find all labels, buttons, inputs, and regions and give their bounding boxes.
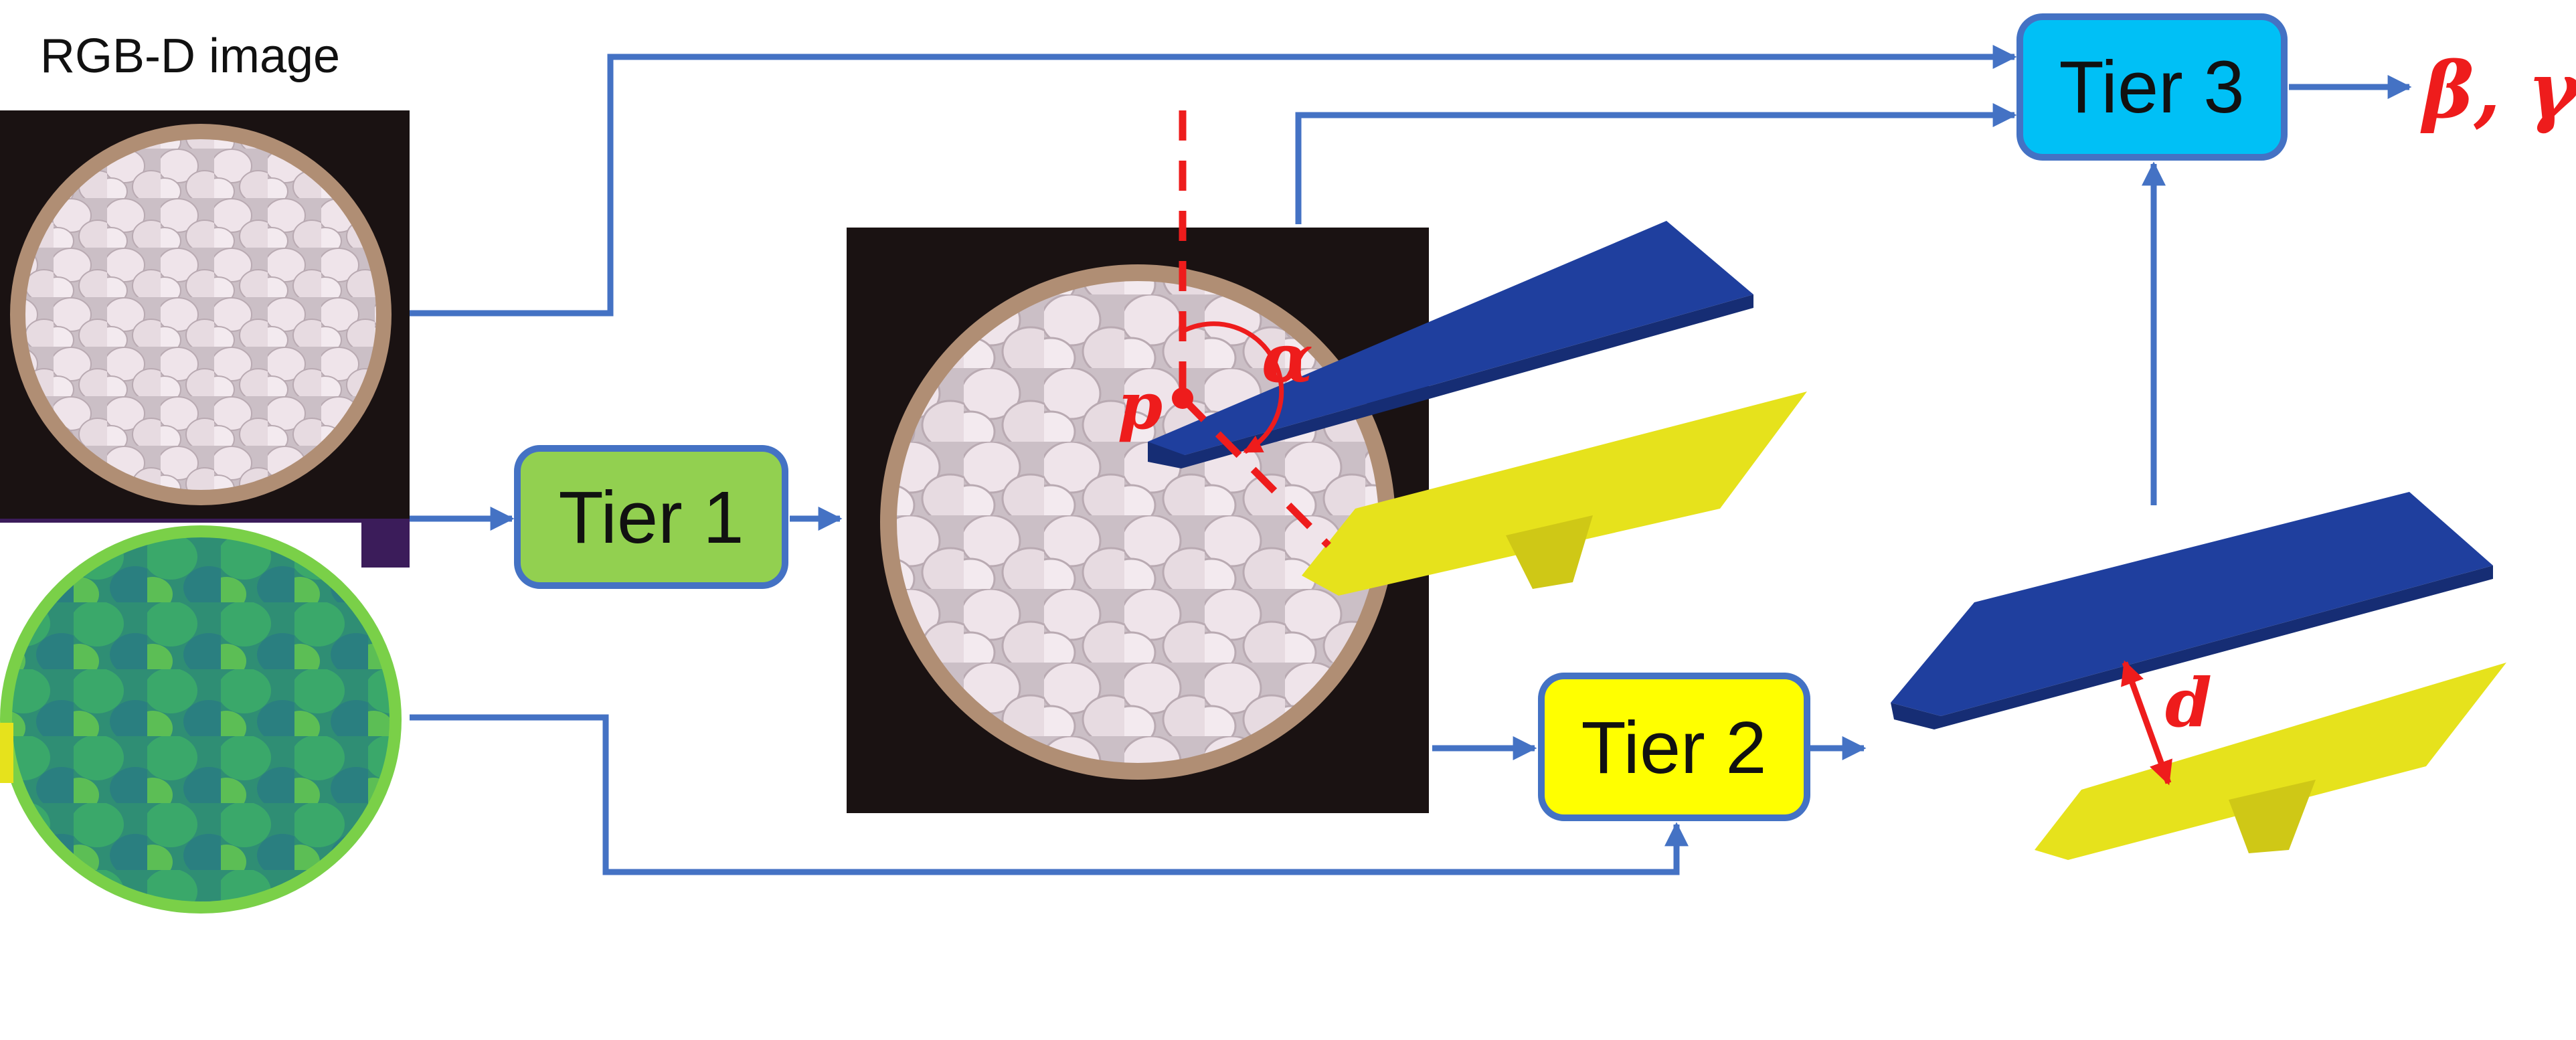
depth-image [0, 519, 410, 914]
yellow-finger-center [1302, 392, 1807, 596]
arrows [410, 45, 2412, 875]
tier3-label: Tier 3 [2059, 46, 2244, 128]
blue-finger-right [1891, 492, 2493, 716]
rgbd-caption: RGB-D image [40, 29, 340, 83]
blue-finger-center [1148, 221, 1753, 458]
gripper-right: d [1891, 492, 2506, 860]
tier2-box: Tier 2 [1538, 673, 1810, 821]
tier1-label: Tier 1 [558, 476, 744, 559]
arrow-rgb-to-tier3 [410, 45, 2017, 317]
distance-d-label: d [2165, 663, 2212, 742]
rgb-image [0, 110, 410, 519]
tier3-box: Tier 3 [2016, 13, 2288, 161]
alpha-label: α [1262, 319, 1313, 398]
angle-annotation: p α [1118, 110, 1331, 548]
output-beta-gamma: β, γ [2420, 46, 2576, 136]
point-p-label: p [1118, 368, 1163, 444]
arrow-crop-to-tier3 [1295, 103, 2017, 224]
tier2-label: Tier 2 [1581, 707, 1766, 789]
arrow-depth-to-tier2 [410, 714, 1689, 875]
gripper-center [1148, 221, 1807, 596]
yellow-finger-right [2035, 663, 2506, 860]
tier1-box: Tier 1 [514, 445, 788, 589]
center-rgb-image [847, 228, 1429, 813]
